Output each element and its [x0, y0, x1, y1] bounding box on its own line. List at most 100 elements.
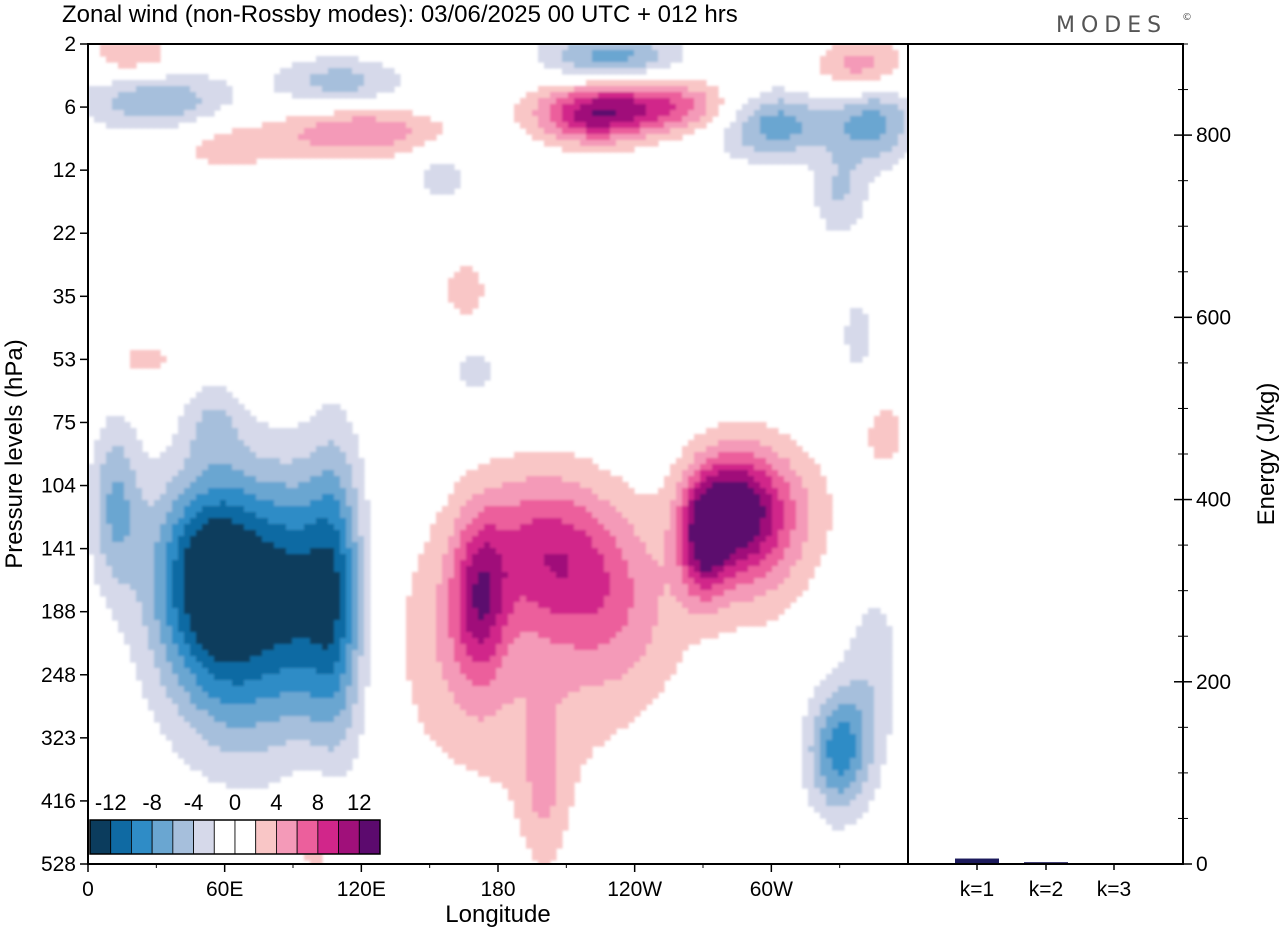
heat-cell	[442, 596, 449, 603]
heat-cell	[94, 116, 101, 123]
heat-cell	[598, 554, 605, 561]
heat-cell	[310, 662, 317, 669]
heat-cell	[316, 662, 323, 669]
heat-cell	[274, 680, 281, 687]
heat-cell	[166, 548, 173, 555]
heat-cell	[262, 578, 269, 585]
heat-cell	[370, 122, 377, 129]
heat-cell	[592, 578, 599, 585]
heat-cell	[496, 722, 503, 729]
heat-cell	[334, 740, 341, 747]
heat-cell	[358, 602, 365, 609]
heat-cell	[322, 140, 329, 147]
heat-cell	[460, 668, 467, 675]
heat-cell	[514, 650, 521, 657]
heat-cell	[136, 620, 143, 627]
heat-cell	[328, 746, 335, 753]
heat-cell	[454, 566, 461, 573]
heat-cell	[202, 524, 209, 531]
heat-cell	[322, 716, 329, 723]
heat-cell	[340, 68, 347, 75]
heat-cell	[274, 644, 281, 651]
heat-cell	[412, 608, 419, 615]
heat-cell	[520, 620, 527, 627]
heat-cell	[340, 80, 347, 87]
heat-cell	[142, 350, 149, 357]
heat-cell	[310, 482, 317, 489]
heat-cell	[154, 572, 161, 579]
heat-cell	[142, 632, 149, 639]
heat-cell	[484, 482, 491, 489]
heat-cell	[238, 560, 245, 567]
heat-cell	[472, 740, 479, 747]
heat-cell	[262, 746, 269, 753]
heat-cell	[310, 656, 317, 663]
heat-cell	[166, 524, 173, 531]
heat-cell	[154, 80, 161, 87]
heat-cell	[550, 530, 557, 537]
heat-cell	[190, 548, 197, 555]
heat-cell	[160, 452, 167, 459]
heat-cell	[208, 392, 215, 399]
heat-cell	[502, 710, 509, 717]
heat-cell	[586, 656, 593, 663]
heat-cell	[592, 68, 599, 75]
heat-cell	[298, 128, 305, 135]
heat-cell	[514, 812, 521, 819]
heat-cell	[502, 524, 509, 531]
heat-cell	[472, 632, 479, 639]
heat-cell	[496, 644, 503, 651]
heat-cell	[562, 632, 569, 639]
heat-cell	[472, 572, 479, 579]
heat-cell	[328, 632, 335, 639]
heat-cell	[562, 524, 569, 531]
heat-cell	[544, 632, 551, 639]
heat-cell	[328, 680, 335, 687]
heat-cell	[592, 524, 599, 531]
heat-cell	[208, 656, 215, 663]
heat-cell	[124, 422, 131, 429]
heat-cell	[436, 176, 443, 183]
heat-cell	[394, 122, 401, 129]
heat-cell	[148, 356, 155, 363]
heat-cell	[130, 644, 137, 651]
heat-cell	[172, 716, 179, 723]
heat-cell	[130, 524, 137, 531]
heat-cell	[208, 590, 215, 597]
heat-cell	[106, 584, 113, 591]
heat-cell	[466, 560, 473, 567]
heat-cell	[520, 632, 527, 639]
heat-cell	[532, 722, 539, 729]
heat-cell	[430, 662, 437, 669]
heat-cell	[394, 116, 401, 123]
heat-cell	[250, 650, 257, 657]
heat-cell	[580, 50, 587, 57]
heat-cell	[154, 560, 161, 567]
heat-cell	[124, 56, 131, 63]
heat-cell	[106, 542, 113, 549]
heat-cell	[322, 422, 329, 429]
heat-cell	[196, 728, 203, 735]
heat-cell	[532, 548, 539, 555]
heat-cell	[184, 710, 191, 717]
heat-cell	[160, 620, 167, 627]
heat-cell	[88, 548, 95, 555]
heat-cell	[280, 614, 287, 621]
heat-cell	[340, 110, 347, 117]
heat-cell	[190, 422, 197, 429]
heat-cell	[502, 584, 509, 591]
heat-cell	[262, 596, 269, 603]
heat-cell	[232, 626, 239, 633]
heat-cell	[310, 464, 317, 471]
heat-cell	[328, 764, 335, 771]
heat-cell	[598, 104, 605, 111]
heat-cell	[274, 746, 281, 753]
heat-cell	[538, 812, 545, 819]
heat-cell	[574, 614, 581, 621]
heat-cell	[556, 788, 563, 795]
heat-cell	[172, 710, 179, 717]
heat-cell	[262, 722, 269, 729]
heat-cell	[568, 608, 575, 615]
heat-cell	[244, 434, 251, 441]
heat-cell	[256, 608, 263, 615]
